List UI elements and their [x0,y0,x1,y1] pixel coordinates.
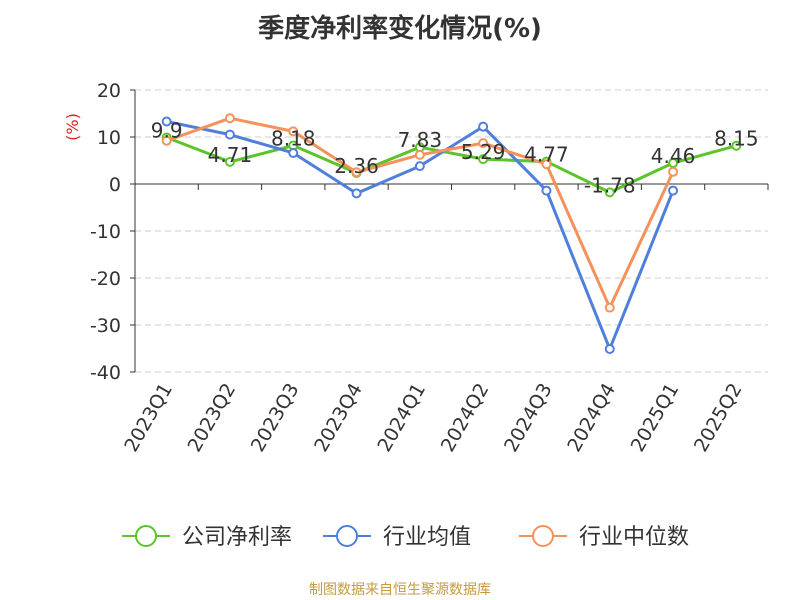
data-point[interactable] [478,154,489,165]
y-tick-label: -30 [90,315,121,337]
y-axis-label: (%) [63,113,82,141]
data-point[interactable] [224,156,235,167]
legend-swatch-marker [532,525,554,547]
legend-label[interactable]: 行业中位数 [579,525,689,550]
y-tick-label: -10 [90,221,121,243]
data-point[interactable] [288,126,299,137]
y-tick-label: 0 [109,174,121,196]
data-point[interactable] [414,161,425,172]
x-tick-label: 2024Q4 [563,380,620,456]
y-tick-label: 10 [97,127,121,149]
data-point[interactable] [351,167,362,178]
x-tick-label: 2023Q1 [120,380,177,456]
data-label: 4.46 [651,144,696,168]
data-point[interactable] [604,343,615,354]
legend-swatch-marker [135,525,157,547]
data-point[interactable] [731,140,742,151]
y-tick-label: 20 [97,80,121,102]
data-point[interactable] [668,166,679,177]
data-label: 2.36 [334,154,379,178]
data-point[interactable] [668,185,679,196]
data-label: 8.15 [714,127,759,151]
x-tick-label: 2023Q3 [247,380,304,456]
legend[interactable]: 公司净利率 行业均值 行业中位数 [122,525,689,550]
data-point[interactable] [478,138,489,149]
data-label: 8.18 [271,127,316,151]
data-point[interactable] [288,147,299,158]
data-point[interactable] [224,129,235,140]
legend-label[interactable]: 行业均值 [383,525,471,550]
data-label: 4.71 [208,143,253,167]
chart-title: 季度净利率变化情况(%) [258,14,542,44]
data-point[interactable] [604,187,615,198]
source-note: 制图数据来自恒生聚源数据库 [309,582,491,598]
data-label: 5.29 [461,140,506,164]
data-label: 4.77 [524,143,569,167]
data-point[interactable] [351,188,362,199]
legend-label[interactable]: 公司净利率 [182,525,292,550]
x-tick-label: 2024Q1 [373,380,430,456]
y-tick-label: -20 [90,268,121,290]
data-labels: 9.9 4.71 8.18 2.36 7.83 5.29 4.77 -1.78 4.46 8.15 [151,118,759,197]
data-point[interactable] [478,121,489,132]
x-tick-label: 2023Q4 [310,380,367,456]
x-tick-label: 2023Q2 [184,380,241,456]
series-lines [161,113,742,354]
legend-swatch-marker [336,525,358,547]
series-line-0 [166,136,737,194]
data-point[interactable] [161,116,172,127]
data-point[interactable] [541,159,552,170]
data-point[interactable] [224,113,235,124]
data-label: 7.83 [398,128,443,152]
data-point[interactable] [414,149,425,160]
data-point[interactable] [541,185,552,196]
data-label: 9.9 [151,118,183,142]
data-label: -1.78 [584,173,636,197]
x-tick-label: 2025Q1 [627,380,684,456]
x-tick-label: 2024Q2 [437,380,494,456]
x-tick-label: 2024Q3 [500,380,557,456]
data-point[interactable] [604,302,615,313]
x-tick-label: 2025Q2 [690,380,747,456]
data-point[interactable] [161,135,172,146]
y-tick-label: -40 [90,362,121,384]
